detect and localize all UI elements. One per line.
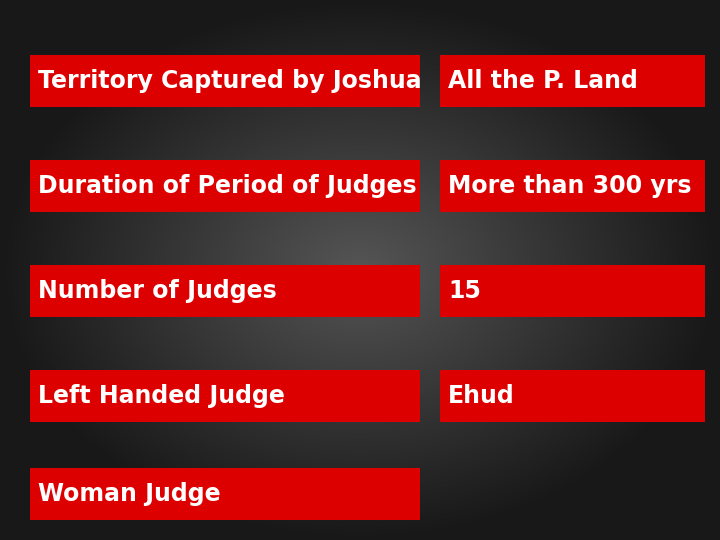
Text: Territory Captured by Joshua: Territory Captured by Joshua — [38, 69, 422, 93]
Bar — [30, 265, 420, 317]
Bar — [440, 55, 705, 107]
Text: Number of Judges: Number of Judges — [38, 279, 276, 303]
Text: Left Handed Judge: Left Handed Judge — [38, 384, 285, 408]
Text: More than 300 yrs: More than 300 yrs — [448, 174, 691, 198]
Bar — [30, 468, 420, 520]
Text: All the P. Land: All the P. Land — [448, 69, 638, 93]
Text: Woman Judge: Woman Judge — [38, 482, 220, 506]
Bar — [30, 55, 420, 107]
Text: Ehud: Ehud — [448, 384, 515, 408]
Bar — [440, 265, 705, 317]
Text: Duration of Period of Judges: Duration of Period of Judges — [38, 174, 417, 198]
Bar — [30, 160, 420, 212]
Bar — [440, 370, 705, 422]
Bar — [30, 370, 420, 422]
Text: 15: 15 — [448, 279, 481, 303]
Bar — [440, 160, 705, 212]
